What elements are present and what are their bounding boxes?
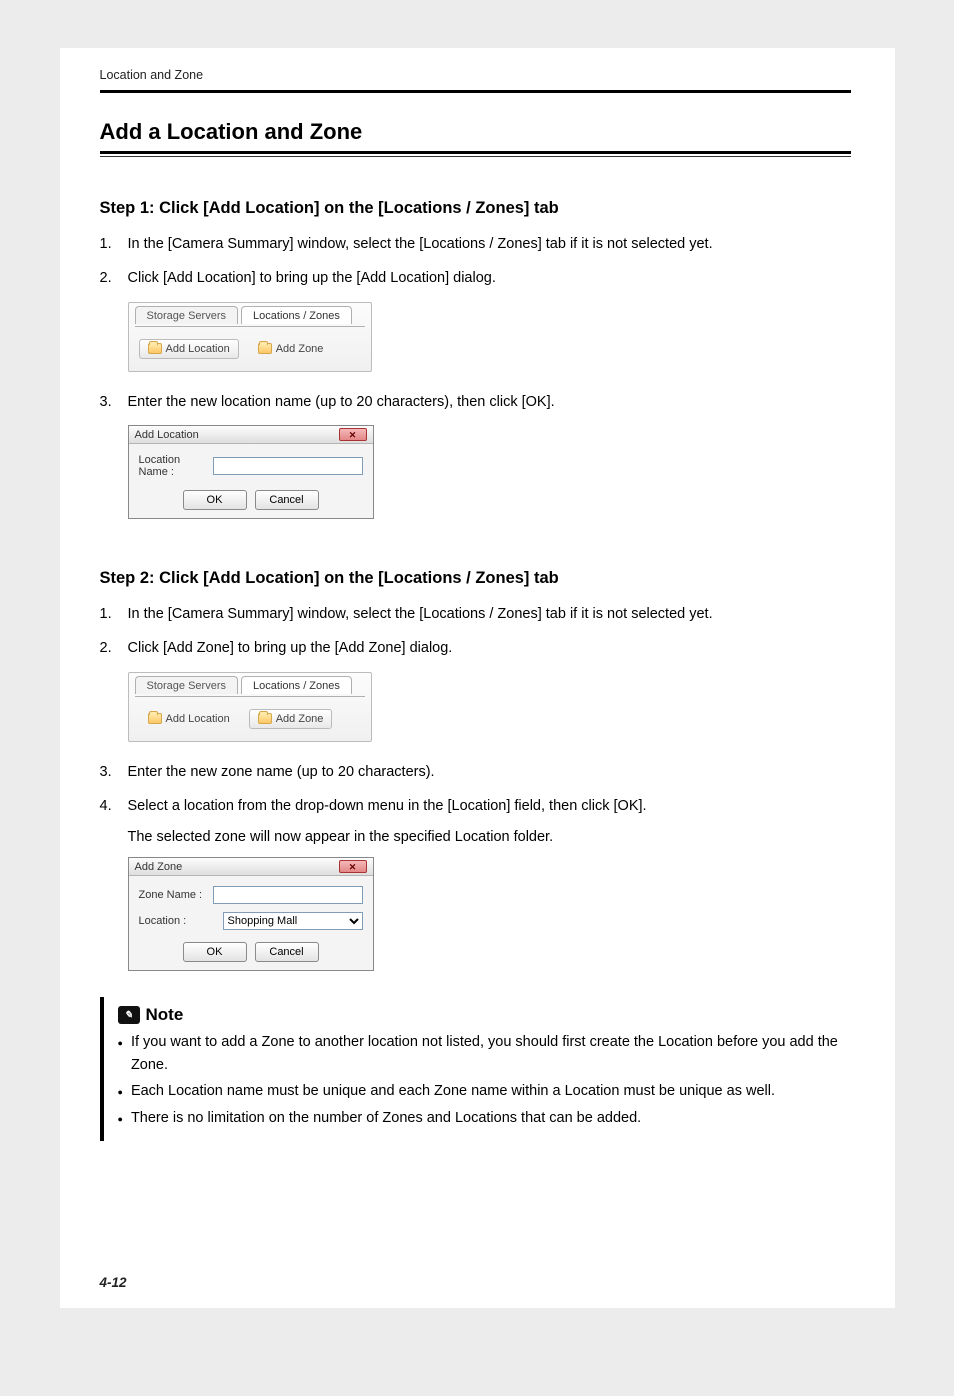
step1-heading: Step 1: Click [Add Location] on the [Loc… <box>100 199 851 218</box>
title-rule-heavy <box>100 151 851 154</box>
add-zone-dialog: Add Zone ✕ Zone Name : Location : Shoppi… <box>128 857 374 971</box>
close-icon[interactable]: ✕ <box>339 428 367 441</box>
list-number: 3. <box>100 762 128 784</box>
screenshot-tabs-addlocation: Storage Servers Locations / Zones Add Lo… <box>128 302 851 372</box>
list-text: Click [Add Zone] to bring up the [Add Zo… <box>128 638 851 660</box>
note-list: If you want to add a Zone to another loc… <box>118 1031 851 1129</box>
note-item: There is no limitation on the number of … <box>131 1107 641 1129</box>
step2-heading: Step 2: Click [Add Location] on the [Loc… <box>100 569 851 588</box>
screenshot-add-zone-dialog: Add Zone ✕ Zone Name : Location : Shoppi… <box>128 857 851 971</box>
list-text: Click [Add Location] to bring up the [Ad… <box>128 268 851 290</box>
title-rule-light <box>100 156 851 157</box>
tab-storage-servers[interactable]: Storage Servers <box>135 676 238 694</box>
add-location-button[interactable]: Add Location <box>139 709 239 729</box>
folder-icon <box>258 713 272 724</box>
cancel-button[interactable]: Cancel <box>255 490 319 510</box>
tab-storage-servers[interactable]: Storage Servers <box>135 306 238 324</box>
step1-list-cont: 3. Enter the new location name (up to 20… <box>100 392 851 414</box>
page-title: Add a Location and Zone <box>100 119 851 145</box>
ok-button[interactable]: OK <box>183 490 247 510</box>
step2-list-cont: 3. Enter the new zone name (up to 20 cha… <box>100 762 851 818</box>
tab-toolbar: Storage Servers Locations / Zones Add Lo… <box>128 672 372 742</box>
folder-icon <box>148 713 162 724</box>
list-text: Select a location from the drop-down men… <box>128 796 851 818</box>
ok-button[interactable]: OK <box>183 942 247 962</box>
head-rule <box>100 90 851 93</box>
step2-followup: The selected zone will now appear in the… <box>100 829 851 845</box>
button-label: Add Zone <box>276 713 324 725</box>
close-icon[interactable]: ✕ <box>339 860 367 873</box>
page-number: 4-12 <box>100 1275 127 1290</box>
note-title: Note <box>146 1005 184 1025</box>
list-number: 1. <box>100 234 128 256</box>
list-text: In the [Camera Summary] window, select t… <box>128 604 851 626</box>
screenshot-tabs-addzone: Storage Servers Locations / Zones Add Lo… <box>128 672 851 742</box>
note-icon: ✎ <box>118 1006 140 1024</box>
button-label: Add Zone <box>276 343 324 355</box>
list-number: 1. <box>100 604 128 626</box>
location-select[interactable]: Shopping Mall <box>223 912 363 930</box>
add-location-dialog: Add Location ✕ Location Name : OK Cancel <box>128 425 374 519</box>
running-head: Location and Zone <box>100 68 851 82</box>
folder-icon <box>258 343 272 354</box>
add-zone-button[interactable]: Add Zone <box>249 339 333 359</box>
list-number: 2. <box>100 268 128 290</box>
note-box: ✎ Note If you want to add a Zone to anot… <box>100 997 851 1141</box>
step2-list: 1. In the [Camera Summary] window, selec… <box>100 604 851 660</box>
tab-toolbar: Storage Servers Locations / Zones Add Lo… <box>128 302 372 372</box>
add-location-button[interactable]: Add Location <box>139 339 239 359</box>
note-item: If you want to add a Zone to another loc… <box>131 1031 851 1076</box>
list-number: 2. <box>100 638 128 660</box>
screenshot-add-location-dialog: Add Location ✕ Location Name : OK Cancel <box>128 425 851 519</box>
tab-locations-zones[interactable]: Locations / Zones <box>241 306 352 324</box>
list-text: Enter the new zone name (up to 20 charac… <box>128 762 851 784</box>
list-number: 4. <box>100 796 128 818</box>
location-label: Location : <box>139 915 217 927</box>
location-name-input[interactable] <box>213 457 363 475</box>
add-zone-button[interactable]: Add Zone <box>249 709 333 729</box>
zone-name-label: Zone Name : <box>139 889 207 901</box>
manual-page: Location and Zone Add a Location and Zon… <box>60 48 895 1308</box>
button-label: Add Location <box>166 713 230 725</box>
zone-name-input[interactable] <box>213 886 363 904</box>
cancel-button[interactable]: Cancel <box>255 942 319 962</box>
list-number: 3. <box>100 392 128 414</box>
folder-icon <box>148 343 162 354</box>
step1-list: 1. In the [Camera Summary] window, selec… <box>100 234 851 290</box>
location-name-label: Location Name : <box>139 454 207 478</box>
dialog-title: Add Zone <box>135 858 183 876</box>
tab-locations-zones[interactable]: Locations / Zones <box>241 676 352 694</box>
button-label: Add Location <box>166 343 230 355</box>
list-text: In the [Camera Summary] window, select t… <box>128 234 851 256</box>
note-item: Each Location name must be unique and ea… <box>131 1080 775 1102</box>
dialog-title: Add Location <box>135 426 199 444</box>
list-text: Enter the new location name (up to 20 ch… <box>128 392 851 414</box>
